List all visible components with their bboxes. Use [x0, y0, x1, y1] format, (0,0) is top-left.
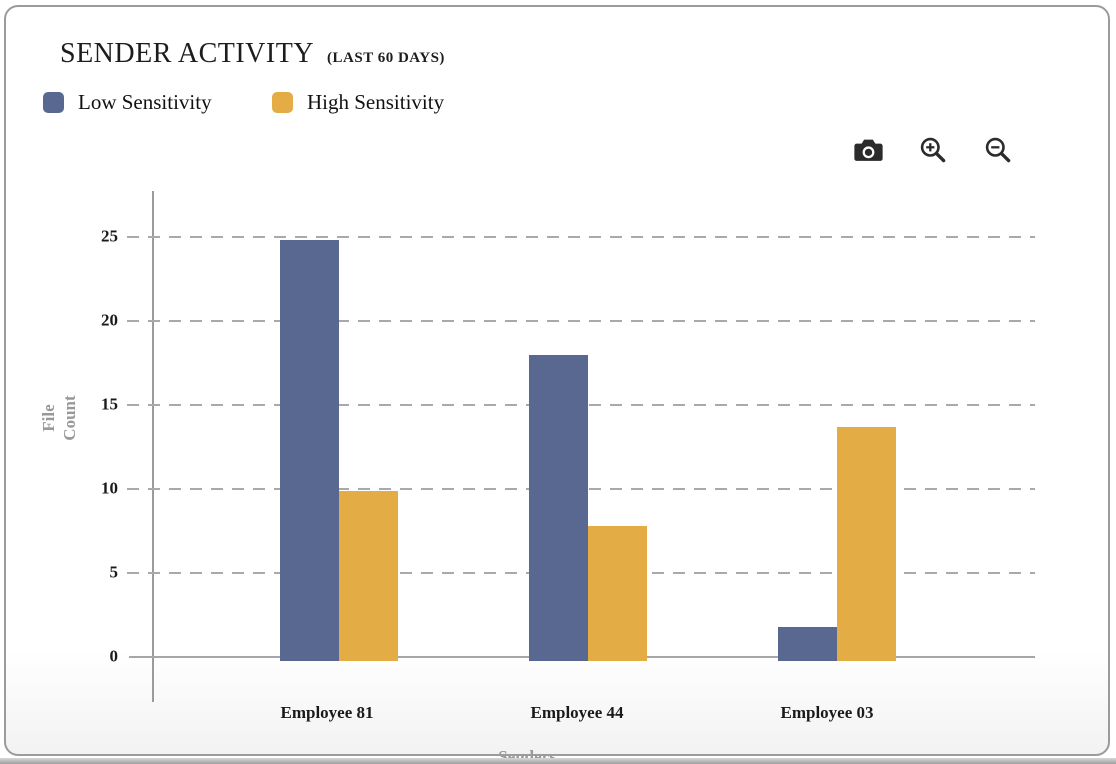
y-tick-label: 20 — [101, 310, 118, 330]
chart-subtitle: (LAST 60 DAYS) — [327, 50, 445, 66]
zoom-out-icon — [985, 137, 1011, 163]
legend-item-low-sensitivity[interactable]: Low Sensitivity — [43, 90, 212, 115]
gridline — [127, 236, 1035, 238]
y-axis-line — [152, 191, 154, 702]
zoom-in-button[interactable] — [917, 135, 949, 165]
y-tick-label: 15 — [101, 394, 118, 414]
bar-high-sensitivity — [339, 490, 398, 661]
bar-high-sensitivity — [588, 525, 647, 661]
x-tick-label: Employee 44 — [530, 703, 624, 722]
legend-label: High Sensitivity — [307, 90, 445, 114]
bar-low-sensitivity — [280, 240, 339, 661]
legend-item-high-sensitivity[interactable]: High Sensitivity — [272, 90, 444, 115]
y-axis-title: File Count — [38, 395, 79, 441]
gridline — [127, 320, 1035, 322]
x-tick-label: Employee 03 — [780, 703, 874, 722]
download-snapshot-button[interactable] — [852, 135, 884, 165]
legend-swatch — [272, 92, 293, 113]
y-tick-label: 5 — [109, 562, 119, 582]
bar-high-sensitivity — [837, 426, 896, 661]
y-tick-label: 25 — [101, 226, 118, 246]
bar-low-sensitivity — [778, 626, 837, 661]
zoom-out-button[interactable] — [982, 135, 1014, 165]
legend-label: Low Sensitivity — [78, 90, 212, 114]
bar-low-sensitivity — [529, 354, 588, 661]
y-tick-label: 10 — [101, 478, 118, 498]
x-tick-label: Employee 81 — [280, 703, 374, 722]
page-bottom-strip — [0, 758, 1116, 764]
camera-icon — [853, 139, 883, 161]
chart-title: SENDER ACTIVITY — [60, 38, 315, 69]
zoom-in-icon — [920, 137, 946, 163]
legend-swatch — [43, 92, 64, 113]
y-tick-label: 0 — [109, 646, 119, 666]
chart-toolbar — [852, 135, 1014, 165]
chart-header: SENDER ACTIVITY (LAST 60 DAYS) — [60, 38, 445, 70]
